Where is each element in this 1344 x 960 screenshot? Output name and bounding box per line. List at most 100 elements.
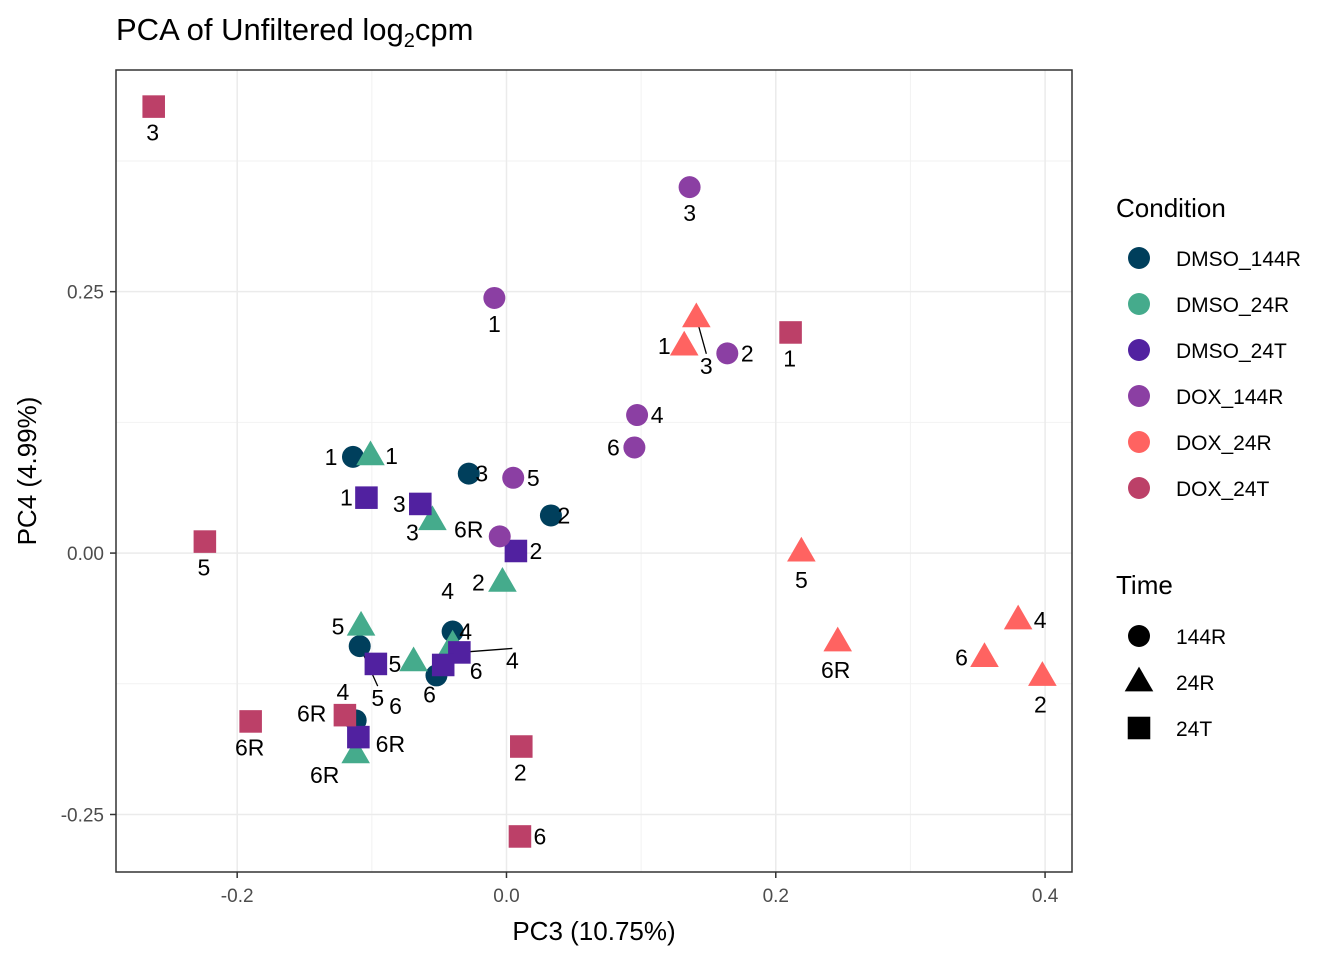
- legend-key-dox-24r: [1128, 431, 1150, 453]
- label-dmso-24r-sample-2: 2: [472, 569, 485, 595]
- point-dox-24r-sample-3: [682, 302, 711, 328]
- point-dmso-24r-sample-3: [418, 505, 447, 531]
- point-dmso-24r-sample-6: [399, 646, 428, 672]
- y-axis-title: PC4 (4.99%): [12, 397, 42, 546]
- label-dox-24r-sample-1: 1: [658, 333, 671, 359]
- x-tick-label-3: 0.4: [1032, 886, 1059, 907]
- point-dmso-24r-sample-6r: [341, 738, 370, 764]
- point-dox-24r-sample-1: [669, 330, 699, 356]
- y-axis: -0.25 0.00 0.25: [61, 283, 116, 826]
- label-dox-144r-sample-4: 4: [651, 402, 664, 428]
- point-dox-24r-sample-6r: [823, 626, 853, 652]
- point-dox-144r-sample-6: [623, 436, 646, 459]
- label-dox-24t-sample-6: 6: [534, 823, 547, 849]
- point-dox-24r-sample-5: [787, 536, 816, 562]
- x-tick-label-1: 0.0: [493, 886, 519, 907]
- label-dox-24t-sample-4: 4: [337, 679, 350, 705]
- label-dmso-144r-sample-6: 6: [423, 681, 436, 707]
- point-dmso-24t-sample-1: [355, 486, 378, 509]
- chart-title: PCA of Unfiltered log2cpm: [116, 12, 473, 52]
- point-dox-24t-sample-5: [193, 530, 217, 553]
- label-dmso-24r-sample-1: 1: [385, 443, 398, 469]
- x-axis-title: PC3 (10.75%): [512, 916, 675, 946]
- point-dox-24t-sample-1: [779, 321, 802, 344]
- point-dmso-144r-sample-3: [457, 462, 480, 485]
- label-dmso-24r-sample-4: 4: [441, 578, 454, 604]
- label-dox-144r-sample-6: 6: [607, 434, 620, 460]
- point-dox-24t-sample-3: [142, 95, 165, 118]
- legend-label-dox-144r: DOX_144R: [1176, 386, 1283, 409]
- point-dmso-24r-sample-5: [346, 610, 376, 636]
- legend-key-time-24r: [1124, 666, 1154, 692]
- label-dox-24r-sample-6r: 6R: [821, 657, 850, 683]
- legend-time-title: Time: [1116, 570, 1173, 600]
- point-dmso-24r-sample-1: [356, 440, 385, 466]
- legend-key-dmso-24r: [1128, 293, 1150, 315]
- legend-label-time-144r: 144R: [1176, 626, 1226, 649]
- point-dmso-24r-sample-2: [488, 567, 517, 592]
- label-dmso-144r-sample-4: 4: [459, 619, 472, 645]
- point-dox-24r-sample-2: [1028, 661, 1057, 686]
- legend-key-time-24t: [1127, 716, 1151, 740]
- y-tick-label-1: 0.00: [67, 544, 104, 565]
- legend-condition-entries: DMSO_144R DMSO_24R DMSO_24T DOX_144R DOX_24R…: [1128, 247, 1301, 501]
- legend-key-dmso-24t: [1128, 339, 1150, 361]
- label-dmso-144r-sample-6r: 6R: [297, 700, 326, 726]
- label-dox-144r-sample-1: 1: [488, 311, 501, 337]
- point-dox-144r-sample-1: [483, 286, 506, 309]
- point-dox-144r-sample-2: [716, 342, 739, 365]
- label-dox-144r-sample-2: 2: [741, 340, 754, 366]
- label-dox-24r-sample-3: 3: [700, 353, 713, 379]
- label-dmso-24t-sample-6r: 6R: [376, 731, 405, 757]
- x-axis: -0.2 0.0 0.2 0.4: [221, 872, 1059, 907]
- legend-label-dox-24t: DOX_24T: [1176, 478, 1270, 501]
- label-dox-24t-sample-6r: 6R: [235, 734, 264, 760]
- point-dmso-24t-sample-5: [364, 652, 388, 676]
- point-dmso-144r-sample-5: [348, 635, 371, 658]
- y-tick-label-0: -0.25: [61, 805, 104, 826]
- point-dox-144r-sample-3: [678, 176, 701, 199]
- point-dox-24r-sample-6: [970, 642, 999, 668]
- legend-label-dox-24r: DOX_24R: [1176, 432, 1272, 455]
- legend-key-dmso-144r: [1128, 247, 1150, 269]
- point-dox-144r-sample-5: [502, 466, 525, 489]
- label-dmso-24r-sample-5: 5: [332, 613, 345, 639]
- label-dox-24r-sample-2: 2: [1034, 691, 1047, 717]
- label-dox-24t-sample-3: 3: [146, 120, 159, 146]
- point-dox-24t-sample-6: [508, 825, 532, 848]
- label-dox-144r-sample-6r: 6R: [454, 516, 483, 542]
- label-dmso-24t-sample-2: 2: [530, 538, 543, 564]
- point-dmso-24t-sample-6r: [347, 725, 370, 749]
- point-dmso-144r-sample-2: [539, 504, 562, 527]
- major-gridlines: [116, 70, 1072, 872]
- plot-panel: [116, 70, 1072, 872]
- label-dmso-24r-sample-6: 6: [389, 693, 402, 719]
- label-dmso-24t-sample-6: 6: [470, 658, 483, 684]
- label-dox-144r-sample-5: 5: [527, 465, 540, 491]
- label-dox-24r-sample-6: 6: [955, 645, 968, 671]
- legend-time-entries: 144R 24R 24T: [1124, 625, 1226, 741]
- legend-label-time-24r: 24R: [1176, 672, 1215, 695]
- label-dmso-24r-sample-3: 3: [406, 520, 419, 546]
- legend-key-dox-144r: [1128, 385, 1150, 407]
- label-dmso-24r-sample-6r: 6R: [310, 762, 339, 788]
- legend-key-time-144r: [1128, 625, 1150, 647]
- label-dmso-144r-sample-3: 3: [475, 461, 488, 487]
- point-dox-144r-sample-6r: [488, 525, 511, 548]
- label-dox-24r-sample-5: 5: [795, 567, 808, 593]
- label-dox-24r-sample-4: 4: [1034, 607, 1047, 633]
- point-dox-144r-sample-4: [626, 404, 649, 427]
- point-dmso-24t-sample-6: [431, 653, 455, 677]
- x-tick-label-0: -0.2: [221, 886, 254, 907]
- legend-key-dox-24t: [1128, 477, 1150, 499]
- legend: Condition DMSO_144R DMSO_24R DMSO_24T DOX_1…: [1116, 193, 1301, 741]
- point-dox-24t-sample-6r: [239, 710, 262, 733]
- chart-title-suffix: cpm: [415, 12, 474, 47]
- point-dmso-24t-sample-3: [409, 492, 432, 516]
- chart-title-subscript: 2: [404, 30, 415, 52]
- x-tick-label-2: 0.2: [763, 886, 789, 907]
- point-dox-24r-sample-4: [1003, 604, 1033, 630]
- label-dmso-144r-sample-2: 2: [558, 502, 571, 528]
- point-dmso-24t-sample-2: [504, 539, 528, 563]
